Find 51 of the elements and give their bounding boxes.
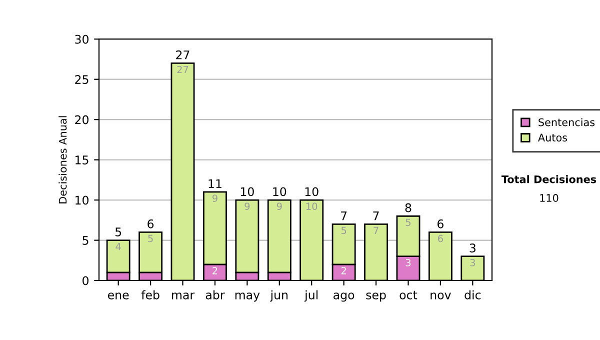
data-label: 3 xyxy=(470,258,475,266)
total-label: 11 xyxy=(208,179,222,188)
y-axis-title: Decisiones Anual xyxy=(58,116,67,204)
x-tick-label: abr xyxy=(206,290,225,300)
x-tick-label: sep xyxy=(366,292,386,302)
x-tick-label: jun xyxy=(270,290,288,302)
total-label: 27 xyxy=(176,50,190,60)
total-label: 7 xyxy=(341,212,347,220)
data-label: 2 xyxy=(341,266,346,274)
data-label: 6 xyxy=(438,234,443,242)
legend-label: Sentencias xyxy=(538,118,595,126)
x-tick-label: mar xyxy=(172,292,195,300)
total-label: 5 xyxy=(115,228,122,236)
data-label: 27 xyxy=(177,66,188,74)
y-tick-label: 20 xyxy=(75,115,88,124)
legend-label: Autos xyxy=(538,134,568,142)
x-tick-label: ene xyxy=(108,292,129,300)
y-tick-label: 25 xyxy=(75,75,88,84)
x-tick-label: may xyxy=(235,292,260,302)
x-tick-label: dic xyxy=(464,290,481,300)
total-label: 6 xyxy=(148,219,154,228)
text: 110 xyxy=(540,194,558,202)
data-label: 10 xyxy=(306,202,318,210)
data-label: 5 xyxy=(341,226,346,234)
data-label: 7 xyxy=(374,226,378,234)
y-tick-label: 5 xyxy=(82,236,88,245)
data-label: 9 xyxy=(276,202,282,210)
x-tick-label: jul xyxy=(304,290,318,302)
x-tick-label: nov xyxy=(430,292,451,300)
data-label: 5 xyxy=(148,234,153,242)
y-tick-label: 10 xyxy=(76,196,88,205)
x-tick-label: feb xyxy=(141,290,160,300)
total-label: 10 xyxy=(240,187,254,196)
data-label: 2 xyxy=(212,266,218,274)
y-tick-label: 30 xyxy=(75,34,88,44)
data-label: 9 xyxy=(212,194,218,202)
x-tick-label: oct xyxy=(400,290,418,300)
y-tick-label: 0 xyxy=(82,276,88,286)
total-label: 10 xyxy=(273,187,286,196)
y-tick-label: 15 xyxy=(76,156,88,164)
data-label: 9 xyxy=(244,202,250,210)
data-label: 5 xyxy=(406,218,410,226)
total-label: 3 xyxy=(470,244,476,252)
data-label: 4 xyxy=(116,242,121,250)
total-label: 8 xyxy=(405,203,412,212)
total-label: 6 xyxy=(438,219,444,228)
total-label: 10 xyxy=(305,187,318,196)
x-tick-label: ago xyxy=(334,292,354,302)
data-label: 3 xyxy=(406,258,411,266)
text: Total Decisiones xyxy=(501,175,596,184)
total-label: 7 xyxy=(373,212,379,220)
